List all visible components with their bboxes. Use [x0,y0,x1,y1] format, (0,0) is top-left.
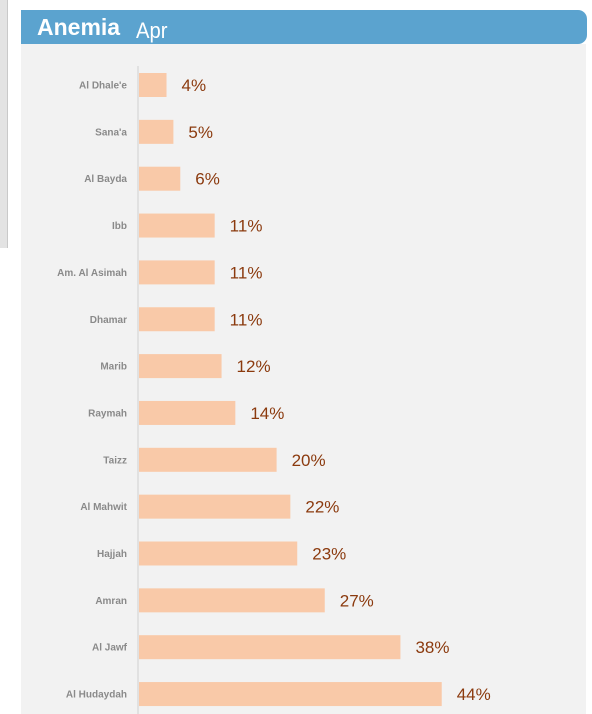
bar [139,166,181,191]
chart-subtitle: Apr [136,18,168,43]
value-label: 44% [457,685,491,704]
bar [139,119,174,144]
category-label: Raymah [88,408,127,419]
bar [139,354,222,379]
category-label: Marib [100,362,127,373]
category-label: Al Dhale'e [79,81,127,92]
category-label: Dhamar [90,315,127,326]
value-label: 4% [182,76,207,95]
value-label: 23% [312,545,346,564]
value-label: 38% [415,638,449,657]
category-label: Al Hudaydah [66,690,127,701]
bar [139,541,298,566]
bar [139,307,215,332]
bar [139,635,401,660]
bar [139,588,325,613]
category-label: Ibb [112,221,127,232]
value-label: 14% [250,404,284,423]
chart-title: Anemia [37,14,121,40]
bar [139,400,236,425]
left-edge-rule [0,0,8,248]
bar [139,213,215,238]
bar [139,447,277,472]
chart-header: Anemia Apr [21,10,587,44]
value-label: 11% [230,217,263,236]
value-label: 12% [237,357,271,376]
bars-group: Al Dhale'e 4% Sana'a 5% Al Bayda 6% Ibb 11% Am. … [57,73,491,707]
value-label: 11% [230,263,263,282]
bar [139,260,215,285]
category-label: Sana'a [95,127,127,138]
category-label: Amran [95,596,127,607]
category-label: Taizz [103,455,127,466]
value-label: 27% [340,591,374,610]
bar [139,682,442,707]
value-label: 6% [195,170,220,189]
value-label: 11% [230,310,263,329]
category-label: Al Bayda [84,174,127,185]
value-label: 20% [292,451,326,470]
category-label: Hajjah [97,549,127,560]
category-label: Am. Al Asimah [57,268,127,279]
bar [139,73,167,97]
value-label: 5% [188,123,213,142]
category-label: Al Mahwit [80,502,127,513]
category-label: Al Jawf [92,643,128,654]
bar [139,494,291,519]
value-label: 22% [305,498,339,517]
